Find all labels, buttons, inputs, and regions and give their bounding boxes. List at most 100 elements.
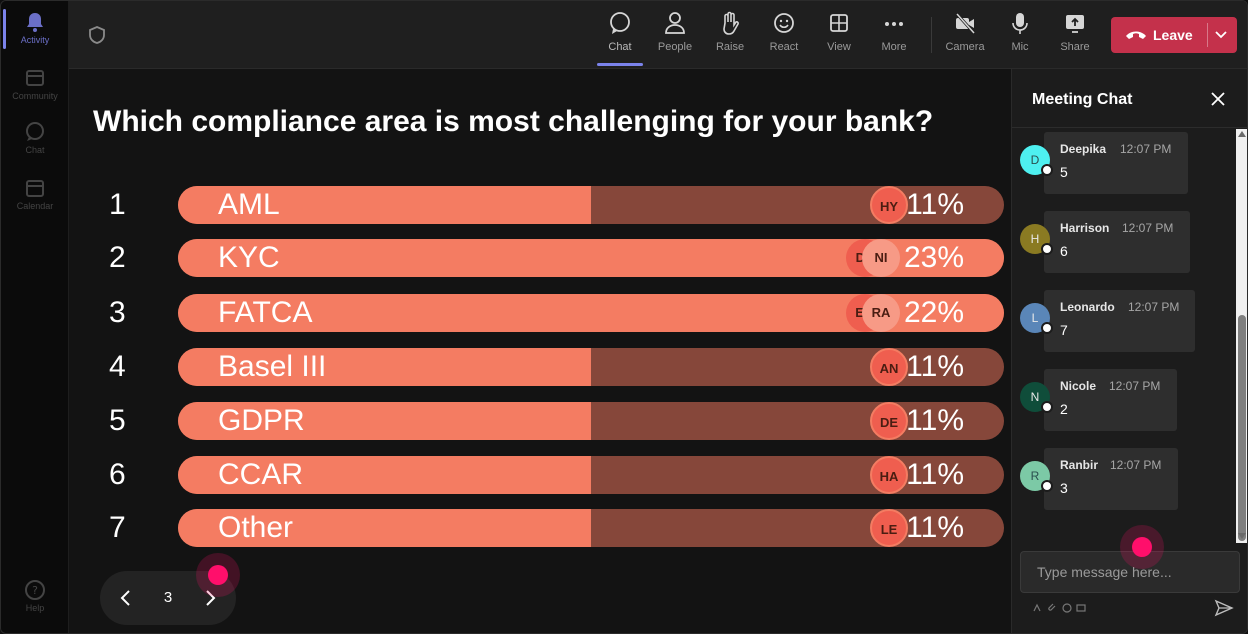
toolbar-divider [931,17,932,53]
voter-avatar: NI [862,239,900,277]
active-tab-indicator [597,63,643,66]
toolbar-label: View [827,41,851,53]
rail-label: Community [12,91,58,101]
option-label: GDPR [218,404,305,437]
option-bar: AML HY 11% [178,186,1004,224]
presence-status-icon [1041,480,1053,492]
mic-icon [1012,13,1028,34]
toolbar-chat-button[interactable]: Chat [595,11,645,63]
option-percent: 23% [903,241,964,274]
message-placeholder: Type message here... [1037,564,1172,580]
rail-label: Calendar [16,201,54,211]
chat-icon [610,12,630,34]
toolbar-raise-button[interactable]: Raise [705,11,755,63]
scrollbar-thumb[interactable] [1238,315,1246,541]
send-icon[interactable] [1214,599,1234,617]
rail-item-community[interactable]: Community [1,67,69,117]
voter-avatar: HA [870,456,908,494]
bell-icon [27,13,43,32]
chat-message: Deepika 12:07 PM 5 D [1020,132,1240,196]
option-number: 4 [109,350,126,383]
option-bar: Basel III AN 11% [178,348,1004,386]
message-bubble[interactable]: Harrison 12:07 PM 6 [1044,211,1190,273]
option-bar: KYCDANI23% [178,239,1004,277]
toolbar-mic-button[interactable]: Mic [995,11,1045,63]
rail-item-calendar[interactable]: Calendar [1,177,69,227]
message-bubble[interactable]: Ranbir 12:07 PM 3 [1044,448,1178,510]
presence-status-icon [1041,322,1053,334]
toolbar-label: React [769,41,799,53]
voter-avatar: RA [862,294,900,332]
toolbar-view-button[interactable]: View [814,11,864,63]
poll-option-row: 7 Other LE 11% [69,509,1011,547]
option-bar-fill [178,456,591,494]
leave-button[interactable]: Leave [1111,17,1237,53]
chat-divider [1012,127,1247,128]
message-text: 5 [1060,164,1068,180]
sender-name: Ranbir [1060,458,1099,472]
toolbar-more-button[interactable]: More [869,11,919,63]
presence-status-icon [1041,401,1053,413]
poll-option-row: 6 CCAR HA 11% [69,456,1011,494]
option-number: 7 [109,511,126,544]
toolbar-label: Share [1060,41,1090,53]
chevron-left-icon[interactable] [116,588,136,608]
option-percent: 11% [906,458,964,491]
chevron-down-icon[interactable] [1213,29,1229,41]
toolbar-share-button[interactable]: Share [1050,11,1100,63]
option-number: 5 [109,404,126,437]
rail-item-help[interactable]: ? Help [1,579,69,629]
scroll-down-arrow[interactable] [1238,533,1246,539]
toolbar-label: More [881,41,907,53]
option-number: 6 [109,458,126,491]
presence-status-icon [1041,243,1053,255]
close-icon[interactable] [1210,91,1226,107]
poll-question: Which compliance area is most challengin… [93,105,934,138]
toolbar-label: Camera [945,41,985,53]
chat-icon [26,122,44,141]
attach-icon[interactable] [1048,603,1058,613]
sender-name: Harrison [1060,221,1110,235]
rail-item-activity[interactable]: Activity [1,11,69,61]
message-text: 2 [1060,401,1068,417]
message-bubble[interactable]: Leonardo 12:07 PM 7 [1044,290,1195,352]
chat-scrollbar[interactable] [1236,129,1247,543]
message-bubble[interactable]: Deepika 12:07 PM 5 [1044,132,1188,194]
chevron-right-icon[interactable] [200,588,220,608]
poll-option-row: 1 AML HY 11% [69,186,1011,224]
share-screen-icon [1066,15,1084,33]
toolbar-label: Chat [608,41,632,53]
option-label: AML [218,188,280,221]
option-number: 3 [109,296,126,329]
rail-item-chat[interactable]: Chat [1,121,69,171]
camera-off-icon [955,12,976,35]
chat-message: Leonardo 12:07 PM 7 L [1020,290,1240,354]
option-number: 2 [109,241,126,274]
message-text: 7 [1060,322,1068,338]
rail-label: Help [25,603,45,613]
poll-stage: Which compliance area is most challengin… [69,69,1011,633]
toolbar-camera-button[interactable]: Camera [940,11,990,63]
people-icon [665,12,685,34]
message-bubble[interactable]: Nicole 12:07 PM 2 [1044,369,1177,431]
calendar-icon [26,180,44,197]
hang-up-icon [1126,31,1146,39]
scroll-up-arrow[interactable] [1238,131,1246,137]
grid-view-icon [830,14,848,32]
gif-icon[interactable] [1076,603,1086,613]
option-percent: 11% [906,404,964,437]
shield-icon[interactable] [87,25,107,45]
option-percent: 11% [906,511,964,544]
option-bar: FATCAEMRA22% [178,294,1004,332]
app-rail: Activity Community Chat Calendar ? Help [1,1,69,633]
emoji-icon[interactable] [1062,603,1072,613]
toolbar-react-button[interactable]: React [759,11,809,63]
option-label: KYC [218,241,280,274]
raise-hand-icon [723,11,739,35]
message-input[interactable]: Type message here... [1020,551,1240,593]
toolbar-people-button[interactable]: People [650,11,700,63]
message-timestamp: 12:07 PM [1120,142,1172,156]
rail-label: Chat [25,145,45,155]
format-icon[interactable] [1032,603,1042,613]
sender-name: Deepika [1060,142,1107,156]
